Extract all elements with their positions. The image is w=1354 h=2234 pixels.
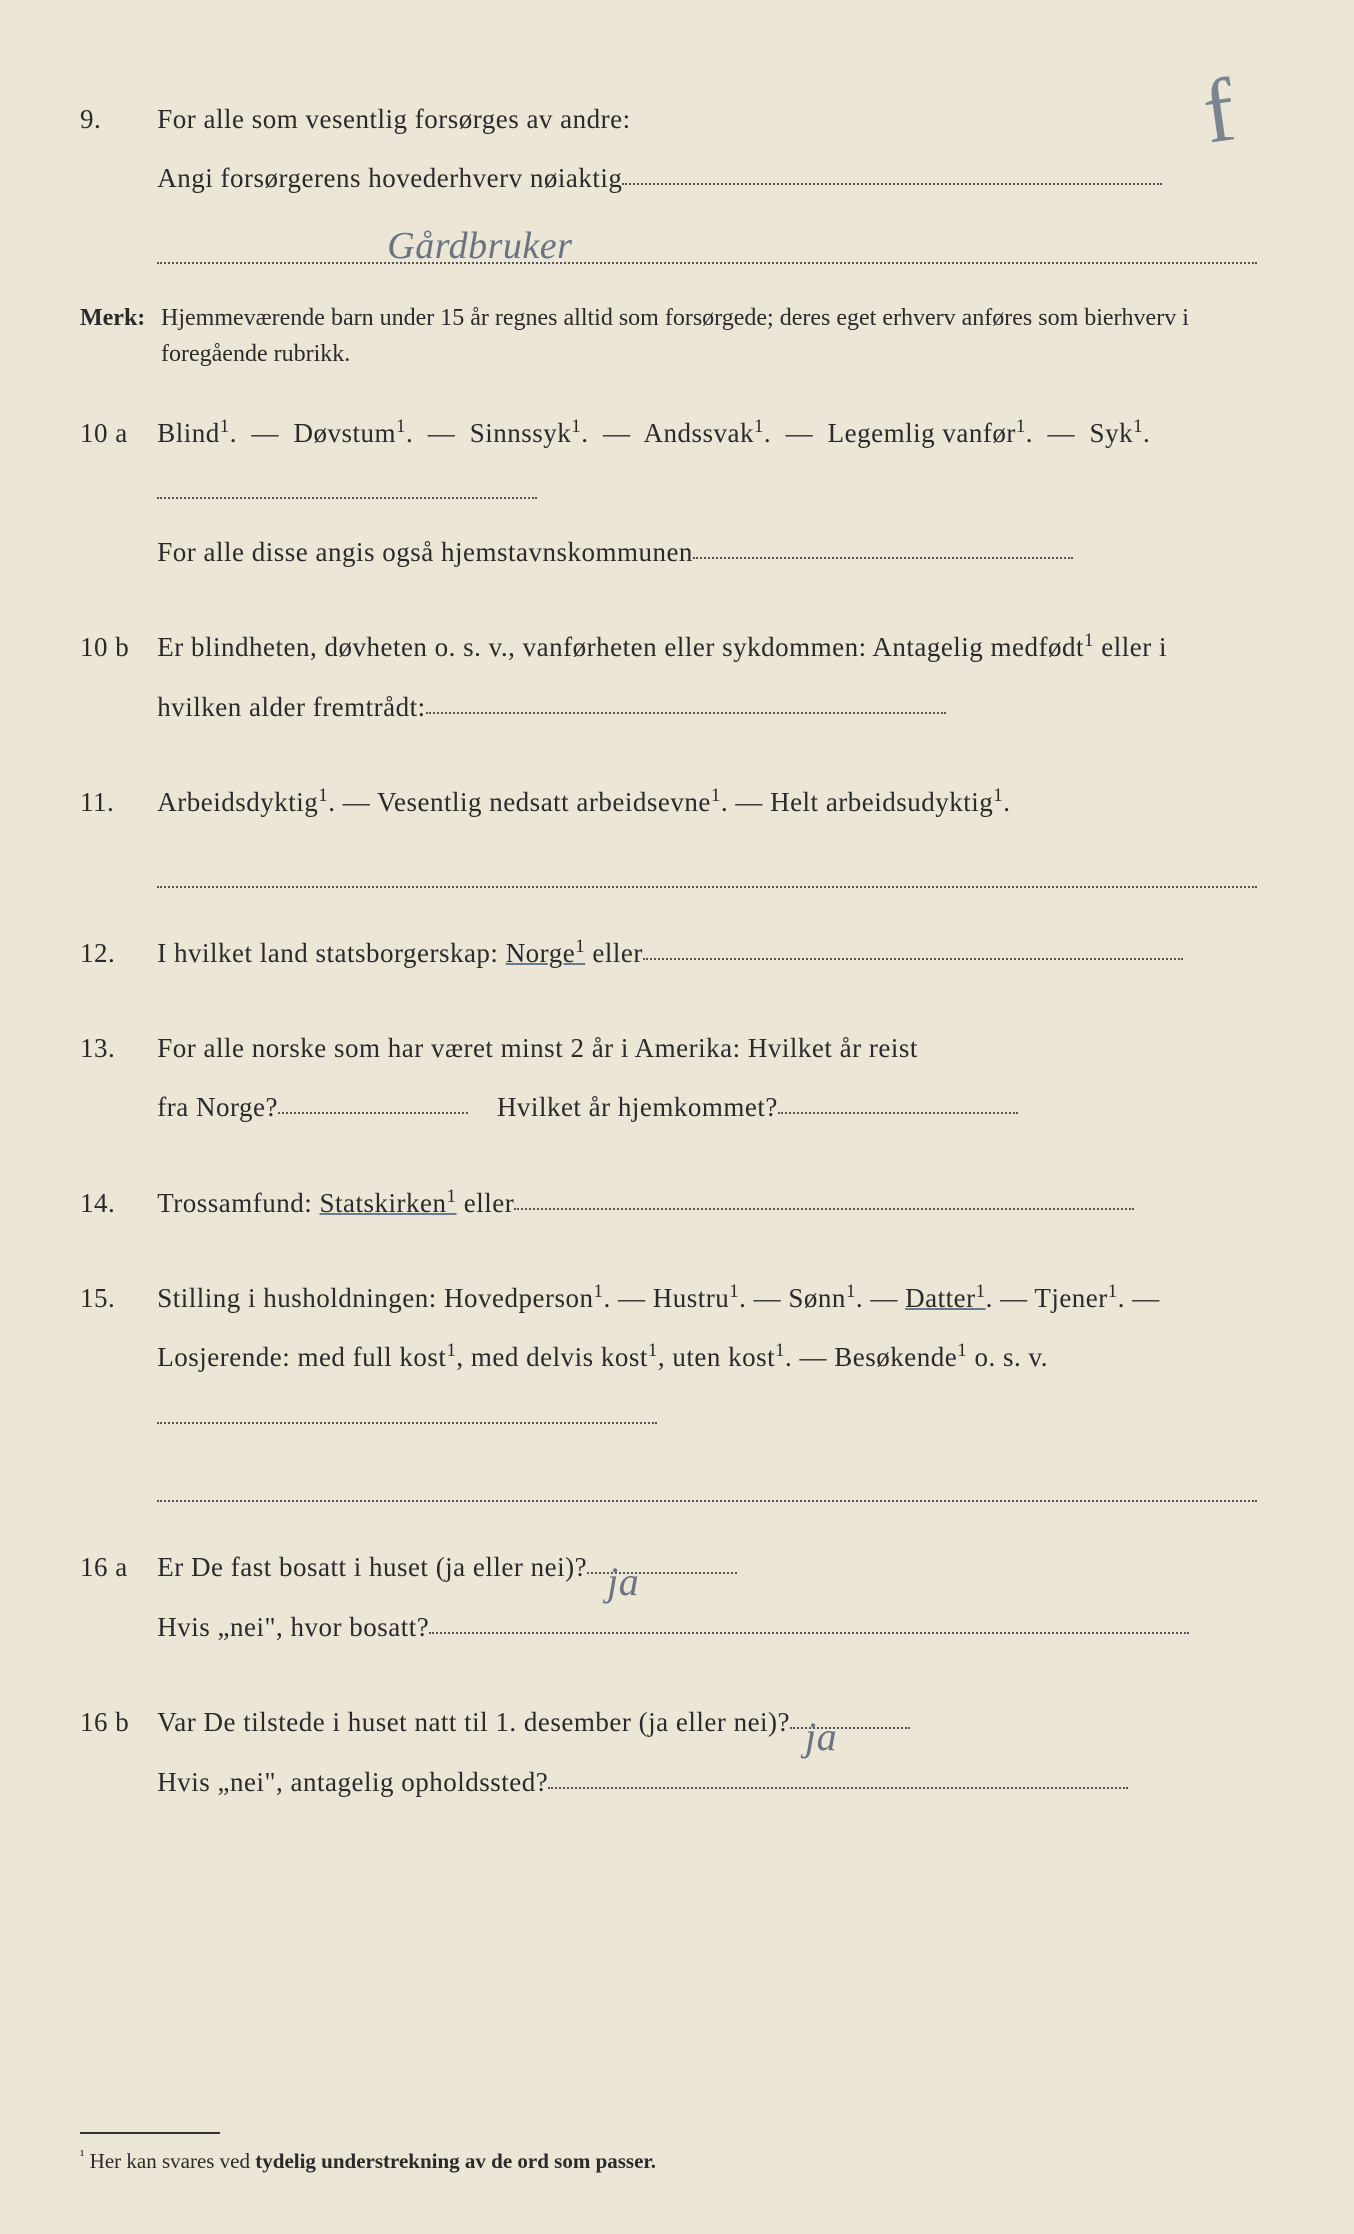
q13-line1: For alle norske som har været minst 2 år… (157, 1033, 918, 1063)
q14-number: 14. (80, 1174, 150, 1233)
q15-answer-line (157, 1457, 1257, 1502)
q10a-body: Blind1. — Døvstum1. — Sinnssyk1. — Andss… (157, 404, 1257, 582)
q10b-body: Er blindheten, døvheten o. s. v., vanfør… (157, 618, 1257, 737)
question-16b: 16 b Var De tilstede i huset natt til 1.… (80, 1693, 1274, 1812)
q15-text: Stilling i husholdningen: Hovedperson1. … (157, 1283, 1159, 1372)
q9-line1: For alle som vesentlig forsørges av andr… (157, 104, 630, 134)
q13-body: For alle norske som har været minst 2 år… (157, 1019, 1257, 1138)
q11-answer-line (157, 842, 1257, 887)
q9-answer-line: Gårdbruker (157, 219, 1257, 264)
question-16a: 16 a Er De fast bosatt i huset (ja eller… (80, 1538, 1274, 1657)
q14-underlined: Statskirken1 (320, 1188, 457, 1218)
census-form-page: f 9. For alle som vesentlig forsørges av… (0, 0, 1354, 2234)
q10a-options: Blind1. — Døvstum1. — Sinnssyk1. — Andss… (157, 418, 1150, 448)
question-10a: 10 a Blind1. — Døvstum1. — Sinnssyk1. — … (80, 404, 1274, 582)
question-12: 12. I hvilket land statsborgerskap: Norg… (80, 924, 1274, 983)
question-11: 11. Arbeidsdyktig1. — Vesentlig nedsatt … (80, 773, 1274, 888)
q16b-line1: Var De tilstede i huset natt til 1. dese… (157, 1707, 790, 1737)
q16b-handwritten: ja (805, 1693, 837, 1781)
q16a-number: 16 a (80, 1538, 150, 1597)
q10b-number: 10 b (80, 618, 150, 677)
q16b-line2: Hvis „nei", antagelig opholdssted? (157, 1767, 548, 1797)
q13-line2b: Hvilket år hjemkommet? (497, 1092, 778, 1122)
q9-body: For alle som vesentlig forsørges av andr… (157, 90, 1257, 264)
question-15: 15. Stilling i husholdningen: Hovedperso… (80, 1269, 1274, 1502)
q14-before: Trossamfund: (157, 1188, 319, 1218)
q12-after: eller (585, 938, 643, 968)
q16a-line1: Er De fast bosatt i huset (ja eller nei)… (157, 1552, 587, 1582)
merk-label: Merk: (80, 300, 155, 336)
footnote-before: Her kan svares ved (90, 2149, 256, 2173)
footnote-bold: tydelig understrekning av de ord som pas… (255, 2149, 656, 2173)
q12-underlined: Norge1 (506, 938, 585, 968)
question-14: 14. Trossamfund: Statskirken1 eller (80, 1174, 1274, 1233)
question-13: 13. For alle norske som har været minst … (80, 1019, 1274, 1138)
q16b-body: Var De tilstede i huset natt til 1. dese… (157, 1693, 1257, 1812)
q10b-text: Er blindheten, døvheten o. s. v., vanfør… (157, 632, 1167, 721)
merk-note: Merk: Hjemmeværende barn under 15 år reg… (80, 300, 1274, 372)
q12-number: 12. (80, 924, 150, 983)
q12-before: I hvilket land statsborgerskap: (157, 938, 505, 968)
footnote-rule (80, 2132, 220, 2134)
q11-body: Arbeidsdyktig1. — Vesentlig nedsatt arbe… (157, 773, 1257, 888)
q9-handwritten: Gårdbruker (387, 205, 572, 289)
q13-number: 13. (80, 1019, 150, 1078)
q16a-body: Er De fast bosatt i huset (ja eller nei)… (157, 1538, 1257, 1657)
q10a-line2: For alle disse angis også hjemstavnskomm… (157, 537, 693, 567)
footnote: ¹ Her kan svares ved tydelig understrekn… (80, 2148, 1274, 2174)
merk-text: Hjemmeværende barn under 15 år regnes al… (161, 300, 1251, 372)
q14-body: Trossamfund: Statskirken1 eller (157, 1174, 1257, 1233)
q9-number: 9. (80, 90, 150, 149)
q16a-handwritten: ja (607, 1538, 639, 1626)
footnote-num: ¹ (80, 2148, 84, 2164)
q15-body: Stilling i husholdningen: Hovedperson1. … (157, 1269, 1257, 1502)
q11-text: Arbeidsdyktig1. — Vesentlig nedsatt arbe… (157, 787, 1010, 817)
q16a-line2: Hvis „nei", hvor bosatt? (157, 1612, 429, 1642)
q12-body: I hvilket land statsborgerskap: Norge1 e… (157, 924, 1257, 983)
q14-after: eller (456, 1188, 514, 1218)
q10a-number: 10 a (80, 404, 150, 463)
q11-number: 11. (80, 773, 150, 832)
q9-line2: Angi forsørgerens hovederhverv nøiaktig (157, 163, 622, 193)
q15-number: 15. (80, 1269, 150, 1328)
question-9: 9. For alle som vesentlig forsørges av a… (80, 90, 1274, 264)
q13-line2a: fra Norge? (157, 1092, 278, 1122)
question-10b: 10 b Er blindheten, døvheten o. s. v., v… (80, 618, 1274, 737)
q16b-number: 16 b (80, 1693, 150, 1752)
